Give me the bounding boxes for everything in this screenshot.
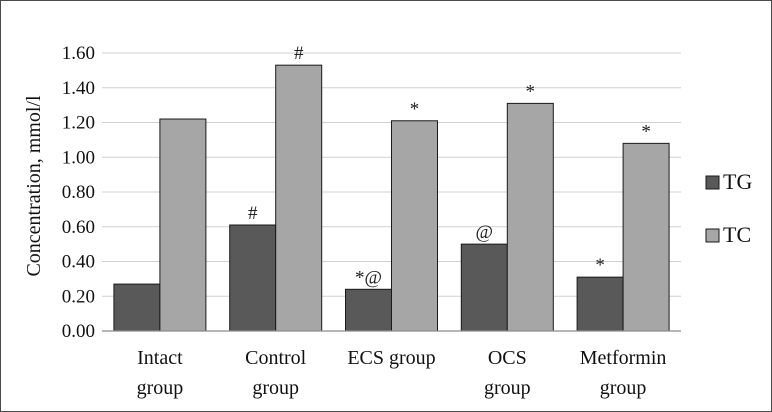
bars — [113, 64, 670, 332]
x-tick-label: ECS group — [347, 347, 435, 369]
significance-marker: # — [248, 203, 258, 224]
y-tick-label: 0.80 — [62, 182, 95, 203]
significance-marker: * — [526, 81, 536, 102]
bar-tg — [229, 224, 277, 332]
legend-label-tg: TG — [723, 169, 752, 194]
x-tick-label: Intact — [137, 347, 183, 369]
y-tick-label: 1.60 — [62, 43, 95, 64]
y-tick-label: 0.20 — [62, 286, 95, 307]
x-tick-label: group — [484, 377, 531, 399]
significance-marker: @ — [476, 222, 494, 243]
bar-tg — [345, 288, 392, 332]
legend-label-tc: TC — [723, 222, 751, 247]
significance-marker: * — [410, 99, 420, 120]
y-tick-label: 0.40 — [62, 252, 95, 273]
x-tick-label: group — [252, 377, 299, 399]
bar-tc — [275, 64, 323, 332]
y-tick-label: 1.00 — [62, 147, 95, 168]
significance-marker: # — [294, 43, 304, 64]
bar-tg — [576, 276, 624, 332]
legend-swatch-tg — [705, 175, 720, 190]
significance-annotations: ##*@*@*** — [248, 43, 651, 288]
y-tick-label: 1.20 — [62, 113, 95, 134]
axes: 0.00 0.20 0.40 0.60 0.80 1.00 1.20 1.40 1.60 Inta… — [62, 43, 681, 399]
bar-tc — [506, 102, 554, 332]
bar-tc — [391, 120, 438, 332]
y-tick-label: 0.60 — [62, 217, 95, 238]
legend-swatch-tc — [705, 228, 720, 243]
bar-tg — [460, 243, 508, 332]
y-axis-title: Concentration, mmol/l — [23, 95, 45, 277]
bar-tc — [622, 142, 670, 332]
x-tick-label: Control — [245, 347, 307, 369]
significance-marker: *@ — [355, 267, 382, 288]
x-tick-label: Metformin — [580, 347, 667, 369]
x-tick-label: OCS — [488, 347, 527, 369]
significance-marker: * — [641, 121, 651, 142]
bar-tc — [159, 118, 207, 332]
bar-tg — [113, 283, 161, 332]
significance-marker: * — [595, 255, 605, 276]
y-tick-label: 0.00 — [62, 321, 95, 342]
x-tick-label: group — [137, 377, 184, 399]
x-tick-label: group — [600, 377, 647, 399]
legend: TG TC — [705, 169, 752, 247]
y-tick-label: 1.40 — [62, 78, 95, 99]
